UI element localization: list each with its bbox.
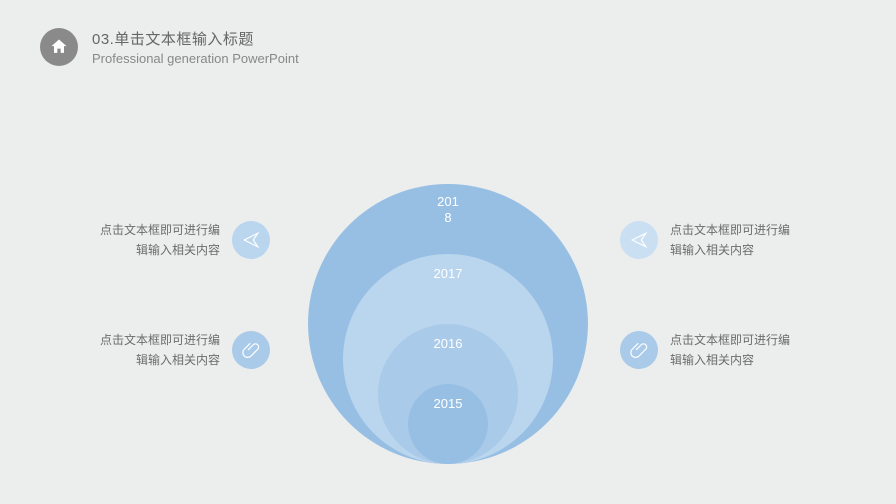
info-text: 点击文本框即可进行编辑输入相关内容 bbox=[670, 220, 820, 261]
page-subtitle: Professional generation PowerPoint bbox=[92, 51, 299, 66]
info-text: 点击文本框即可进行编辑输入相关内容 bbox=[70, 330, 220, 371]
info-item-2: 点击文本框即可进行编辑输入相关内容 bbox=[620, 220, 820, 261]
info-item-3: 点击文本框即可进行编辑输入相关内容 bbox=[620, 330, 820, 371]
ring-label: 2015 bbox=[408, 396, 488, 411]
ring-label: 2017 bbox=[343, 266, 553, 281]
nested-circle-chart: 2018 2017 2016 2015 bbox=[308, 184, 588, 464]
page-title: 03.单击文本框输入标题 bbox=[92, 28, 299, 49]
clip-icon bbox=[620, 331, 658, 369]
home-icon bbox=[40, 28, 78, 66]
info-item-0: 点击文本框即可进行编辑输入相关内容 bbox=[70, 220, 270, 261]
info-item-1: 点击文本框即可进行编辑输入相关内容 bbox=[70, 330, 270, 371]
ring-2015: 2015 bbox=[408, 384, 488, 464]
arrow-icon bbox=[232, 221, 270, 259]
info-text: 点击文本框即可进行编辑输入相关内容 bbox=[670, 330, 820, 371]
clip-icon bbox=[232, 331, 270, 369]
ring-label: 2018 bbox=[308, 194, 588, 225]
arrow-icon bbox=[620, 221, 658, 259]
title-block: 03.单击文本框输入标题 Professional generation Pow… bbox=[92, 28, 299, 66]
header: 03.单击文本框输入标题 Professional generation Pow… bbox=[40, 28, 299, 66]
info-text: 点击文本框即可进行编辑输入相关内容 bbox=[70, 220, 220, 261]
ring-label: 2016 bbox=[378, 336, 518, 351]
